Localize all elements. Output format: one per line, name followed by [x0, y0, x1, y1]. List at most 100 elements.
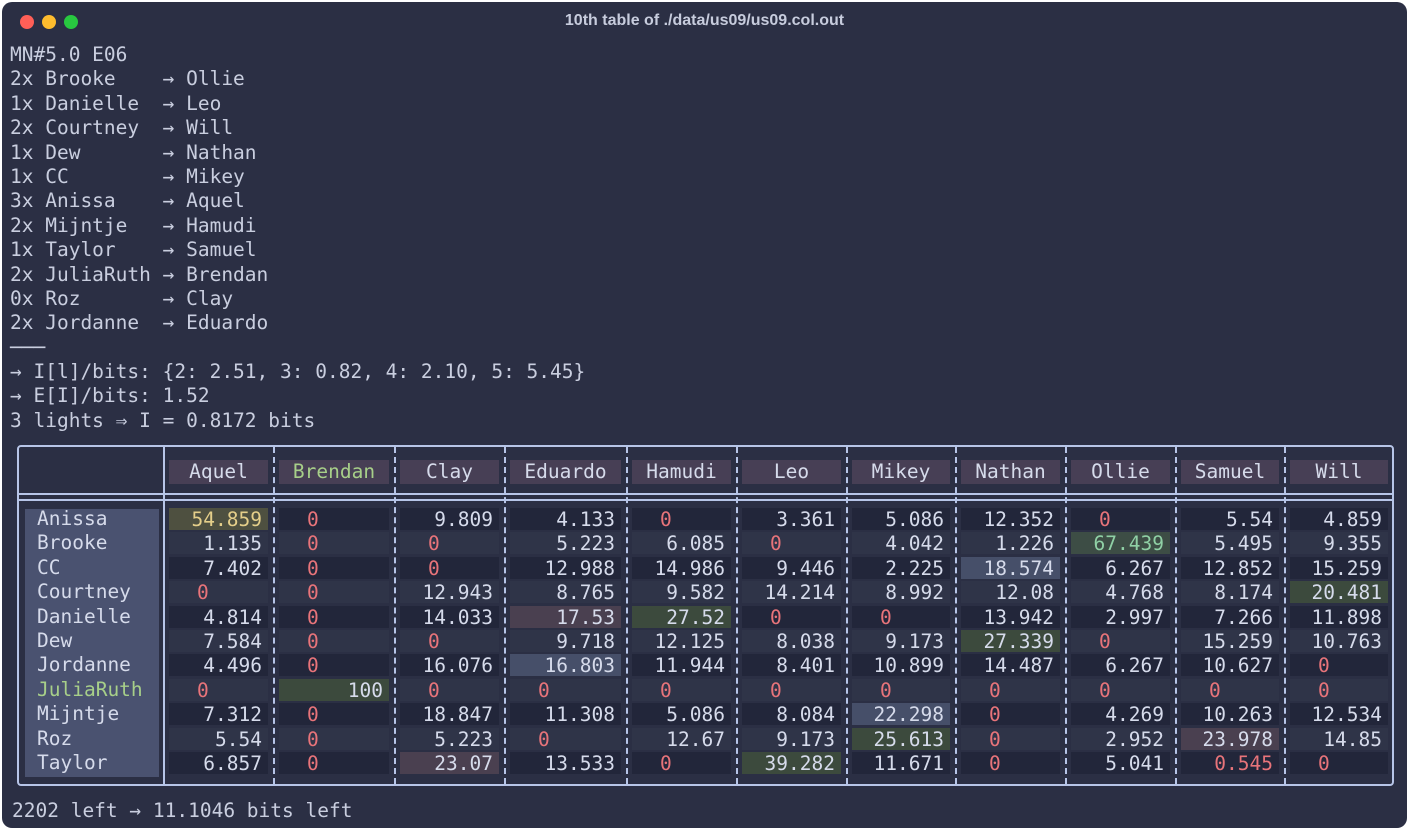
table-cell: 0	[632, 678, 731, 702]
table-cell: 11.671	[852, 752, 950, 775]
row-label-dew: Dew	[37, 629, 73, 652]
table-cell: 18.574	[961, 556, 1060, 580]
table-cell: 12.534	[1290, 703, 1388, 726]
table-cell: 2.997	[1071, 605, 1170, 629]
minimize-button[interactable]	[42, 15, 56, 29]
table-cell: 27.339	[961, 630, 1060, 653]
table-cell: 0	[742, 678, 841, 702]
table-cell: 15.259	[1181, 630, 1279, 653]
table-cell: 11.944	[632, 654, 731, 677]
log-line: 2x JuliaRuth → Brendan	[10, 262, 269, 286]
column-header-brendan: Brendan	[279, 460, 389, 484]
log-line: → I[l]/bits: {2: 2.51, 3: 0.82, 4: 2.10,…	[10, 360, 586, 384]
table-cell: 0	[632, 508, 731, 531]
column-separator	[1065, 447, 1067, 784]
maximize-button[interactable]	[64, 15, 78, 29]
table-cell: 3.361	[742, 508, 841, 531]
row-label-juliaruth: JuliaRuth	[37, 677, 143, 701]
log-line: 3x Anissa → Aquel	[10, 189, 245, 213]
table-cell: 0	[1071, 508, 1170, 531]
table-cell: 10.763	[1290, 630, 1388, 653]
table-cell: 12.943	[400, 581, 499, 604]
table-cell: 10.899	[852, 654, 950, 677]
table-cell: 9.582	[632, 581, 731, 604]
table-cell: 5.54	[1181, 508, 1279, 531]
table-cell: 100	[279, 678, 389, 702]
row-label-courtney: Courtney	[37, 580, 131, 604]
table-cell: 16.076	[400, 654, 499, 677]
table-cell: 12.352	[961, 508, 1060, 531]
column-separator	[163, 447, 165, 784]
log-line: 2x Mijntje → Hamudi	[10, 213, 257, 237]
table-cell: 4.042	[852, 532, 950, 555]
table-cell: 0	[1071, 678, 1170, 702]
column-header-eduardo: Eduardo	[510, 460, 621, 484]
column-separator	[273, 447, 275, 784]
log-line: 1x Taylor → Samuel	[10, 238, 257, 262]
column-separator	[736, 447, 738, 784]
table-cell: 0.545	[1181, 752, 1279, 775]
column-separator	[626, 447, 628, 784]
column-separator	[1175, 447, 1177, 784]
table-cell: 7.266	[1181, 605, 1279, 629]
table-cell: 2.225	[852, 556, 950, 580]
table-cell: 5.495	[1181, 532, 1279, 555]
table-cell: 10.263	[1181, 703, 1279, 726]
table-cell: 0	[1290, 678, 1388, 702]
table-cell: 0	[279, 703, 389, 726]
table-cell: 15.259	[1290, 556, 1388, 580]
table-cell: 8.992	[852, 581, 950, 604]
table-cell: 0	[961, 752, 1060, 775]
table-cell: 4.814	[169, 605, 268, 629]
column-header-nathan: Nathan	[961, 460, 1060, 484]
table-cell: 67.439	[1071, 532, 1170, 555]
table-cell: 9.355	[1290, 532, 1388, 555]
table-cell: 0	[169, 678, 268, 702]
table-cell: 14.487	[961, 654, 1060, 677]
window-title: 10th table of ./data/us09/us09.col.out	[564, 12, 845, 29]
table-cell: 5.086	[852, 508, 950, 531]
table-cell: 0	[279, 581, 389, 604]
table-cell: 0	[400, 532, 499, 555]
table-cell: 8.174	[1181, 581, 1279, 604]
table-cell: 11.898	[1290, 605, 1388, 629]
table-cell: 0	[169, 581, 268, 604]
table-cell: 0	[279, 556, 389, 580]
table-cell: 0	[510, 678, 621, 702]
table-cell: 5.041	[1071, 752, 1170, 775]
table-cell: 0	[852, 605, 950, 629]
table-cell: 9.718	[510, 630, 621, 653]
table-cell: 16.803	[510, 654, 621, 677]
column-header-aquel: Aquel	[169, 460, 268, 484]
table-cell: 23.07	[400, 752, 499, 775]
header-separator	[19, 493, 1392, 501]
table-cell: 9.173	[852, 630, 950, 653]
log-line: 2x Brooke → Ollie	[10, 67, 245, 91]
log-line: 3 lights ⇒ I = 0.8172 bits	[10, 408, 316, 432]
table-cell: 0	[961, 727, 1060, 751]
column-separator	[955, 447, 957, 784]
column-header-ollie: Ollie	[1071, 460, 1170, 484]
row-label-roz: Roz	[37, 726, 73, 750]
status-line: 2202 left → 11.1046 bits left	[12, 799, 353, 822]
table-cell: 0	[852, 678, 950, 702]
row-label-jordanne: Jordanne	[37, 653, 131, 677]
table-cell: 14.85	[1290, 727, 1388, 751]
log-line: 1x Dew → Nathan	[10, 140, 257, 164]
table-cell: 0	[279, 752, 389, 775]
table-cell: 9.809	[400, 508, 499, 531]
table-cell: 5.223	[400, 727, 499, 751]
close-button[interactable]	[20, 15, 34, 29]
row-label-cc: CC	[37, 555, 61, 579]
log-line: MN#5.0 E06	[10, 43, 128, 66]
table-cell: 0	[279, 630, 389, 653]
table-cell: 0	[961, 703, 1060, 726]
column-header-leo: Leo	[742, 460, 841, 484]
table-cell: 6.857	[169, 752, 268, 775]
table-cell: 8.765	[510, 581, 621, 604]
title-bar: 10th table of ./data/us09/us09.col.out	[2, 2, 1407, 40]
table-cell: 5.086	[632, 703, 731, 726]
log-line: 1x Danielle → Leo	[10, 91, 222, 115]
table-cell: 12.67	[632, 727, 731, 751]
